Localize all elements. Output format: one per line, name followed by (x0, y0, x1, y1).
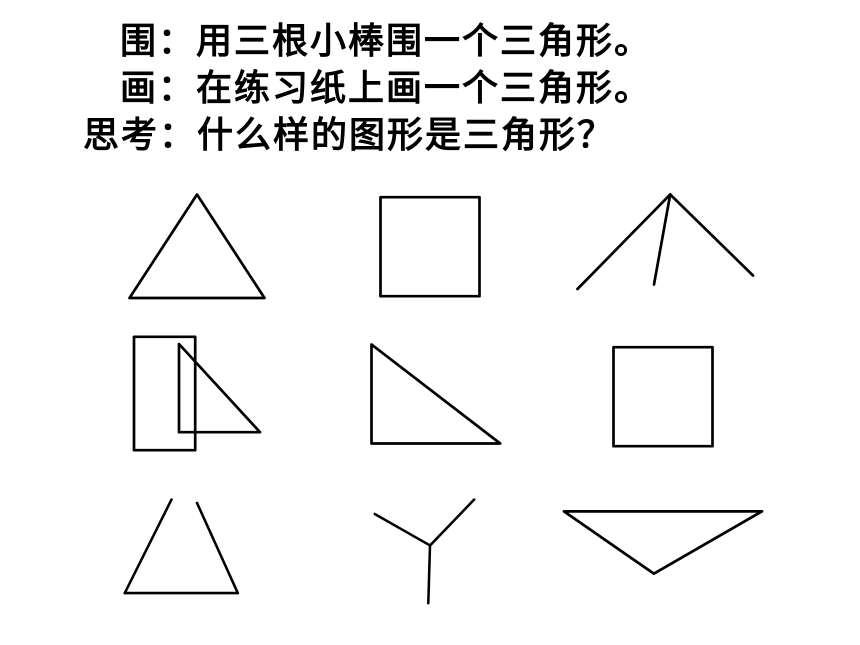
shape-open-triangle (112, 484, 282, 612)
shape-cell-7 (313, 473, 546, 623)
shape-right-triangle (340, 331, 520, 466)
shape-cell-0 (80, 173, 313, 323)
instructions-block: 围：用三根小棒围一个三角形。 画：在练习纸上画一个三角形。 思考：什么样的图形是… (0, 0, 860, 158)
instruction-line-3: 思考：什么样的图形是三角形？ (80, 112, 860, 159)
shape-three-lines-from-apex (563, 181, 763, 316)
instruction-line-2: 画：在练习纸上画一个三角形。 (80, 65, 860, 112)
shape-cell-8 (547, 473, 780, 623)
shape-cell-2 (547, 173, 780, 323)
shape-square-2 (573, 331, 753, 466)
shape-cell-6 (80, 473, 313, 623)
shape-cell-3 (80, 323, 313, 473)
shape-triangle-inverted (548, 493, 778, 603)
shape-cell-4 (313, 323, 546, 473)
shape-cell-1 (313, 173, 546, 323)
shape-rectangle-plus-triangle (107, 323, 287, 473)
shape-square-1 (340, 181, 520, 316)
shapes-grid (80, 173, 780, 623)
instruction-line-1: 围：用三根小棒围一个三角形。 (80, 18, 860, 65)
shape-triangle-closed (107, 181, 287, 316)
shape-cell-5 (547, 323, 780, 473)
shape-y-shape (345, 484, 515, 612)
